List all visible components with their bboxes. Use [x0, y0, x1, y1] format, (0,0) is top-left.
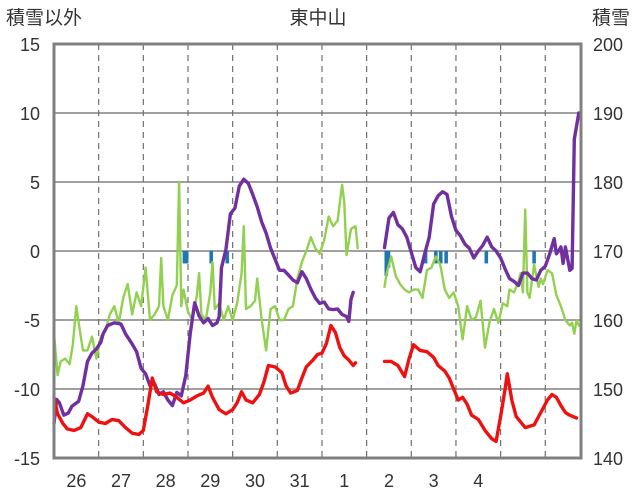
precipitation-bar [444, 251, 448, 264]
left-tick-label: -15 [14, 449, 40, 469]
precipitation-bar [386, 251, 391, 268]
plot-frame [52, 42, 583, 460]
precipitation-bar [484, 251, 489, 264]
left-tick-label: 5 [30, 173, 40, 193]
precipitation-bars [182, 251, 536, 276]
right-axis-label: 積雪 [592, 7, 630, 29]
day-label: 29 [200, 471, 220, 491]
right-axis-ticks: 200 190 180 170 160 150 140 [593, 35, 623, 469]
day-label: 3 [429, 471, 439, 491]
left-tick-label: -10 [14, 380, 40, 400]
right-tick-label: 200 [593, 35, 623, 55]
day-label: 27 [111, 471, 131, 491]
precipitation-bar [225, 251, 230, 264]
left-tick-label: 0 [30, 242, 40, 262]
day-label: 1 [339, 471, 349, 491]
right-tick-label: 170 [593, 242, 623, 262]
day-label: 30 [245, 471, 265, 491]
grid [54, 44, 581, 458]
precipitation-bar [384, 251, 389, 276]
precipitation-bar [438, 251, 443, 264]
snow-depth-line [382, 111, 581, 288]
left-tick-label: -5 [24, 311, 40, 331]
right-tick-label: 180 [593, 173, 623, 193]
day-label: 2 [384, 471, 394, 491]
left-tick-label: 10 [20, 104, 40, 124]
day-label: 26 [66, 471, 86, 491]
right-tick-label: 160 [593, 311, 623, 331]
right-tick-label: 150 [593, 380, 623, 400]
day-label: 4 [473, 471, 483, 491]
x-axis-ticks: 26 27 28 29 30 31 1 2 3 4 [66, 471, 483, 491]
temperature-line [52, 323, 358, 437]
precipitation-bar [209, 251, 214, 264]
snow-depth-line [52, 177, 355, 426]
day-label: 31 [290, 471, 310, 491]
chart-title: 東中山 [289, 7, 346, 29]
left-axis-ticks: 15 10 5 0 -5 -10 -15 [14, 35, 40, 469]
right-tick-label: 140 [593, 449, 623, 469]
left-tick-label: 15 [20, 35, 40, 55]
precipitation-bar [532, 251, 536, 264]
right-tick-label: 190 [593, 104, 623, 124]
left-axis-label: 積雪以外 [6, 7, 82, 29]
series-lines [52, 111, 581, 444]
day-label: 28 [156, 471, 176, 491]
temperature-line [382, 343, 579, 444]
precipitation-bar [182, 251, 187, 264]
wind-line [383, 208, 580, 349]
precipitation-bar [184, 251, 189, 264]
